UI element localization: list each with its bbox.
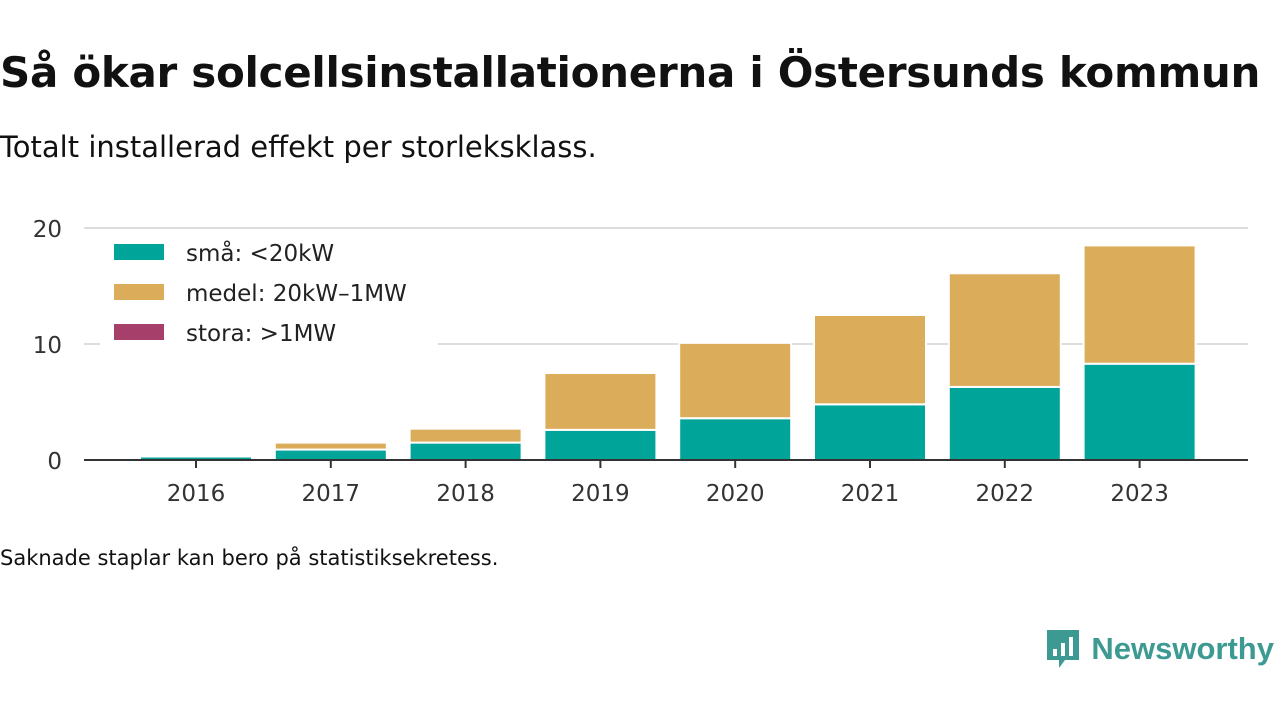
bar-segment <box>947 385 1062 461</box>
chart-title: Så ökar solcellsinstallationerna i Öster… <box>0 48 1261 97</box>
y-tick-label: 20 <box>33 217 62 243</box>
bar-segment <box>813 314 927 406</box>
legend-label: stora: >1MW <box>186 321 336 347</box>
bar-segment <box>947 272 1062 388</box>
bar-segment <box>1082 244 1197 365</box>
footnote: Saknade staplar kan bero på statistiksek… <box>0 546 499 570</box>
bar-segment <box>543 372 658 431</box>
legend-label: små: <20kW <box>186 239 334 267</box>
bar-segment <box>273 441 388 451</box>
legend-swatch <box>114 244 164 260</box>
bar-segment <box>1082 362 1197 461</box>
bar-segment <box>678 341 793 420</box>
chart-subtitle: Totalt installerad effekt per storlekskl… <box>0 130 597 164</box>
bar-segment <box>408 441 523 462</box>
bar-segment <box>408 427 523 444</box>
y-tick-label: 10 <box>33 333 62 359</box>
legend-swatch <box>114 284 164 300</box>
y-tick-label: 0 <box>47 449 62 475</box>
chart-bubble-logo-icon <box>1047 630 1080 668</box>
x-tick-label: 2022 <box>976 481 1035 507</box>
x-tick-label: 2018 <box>436 481 495 507</box>
x-tick-label: 2016 <box>167 481 226 507</box>
bar-segment <box>273 448 388 461</box>
x-tick-label: 2021 <box>841 481 900 507</box>
bar-segment <box>543 428 658 461</box>
bar-segment <box>678 417 793 462</box>
x-tick-label: 2019 <box>571 481 630 507</box>
legend-label: medel: 20kW–1MW <box>186 281 407 307</box>
bar-segment <box>813 403 927 462</box>
x-tick-label: 2020 <box>706 481 765 507</box>
x-tick-label: 2017 <box>302 481 361 507</box>
stacked-bar-chart: 0 10 20 2016 2017 2018 2019 2020 2021 2022 2023 små… <box>33 217 1248 507</box>
newsworthy-logo: Newsworthy <box>1045 628 1274 670</box>
brand-name: Newsworthy <box>1091 631 1274 666</box>
x-tick-label: 2023 <box>1110 481 1169 507</box>
legend-swatch <box>114 324 164 340</box>
